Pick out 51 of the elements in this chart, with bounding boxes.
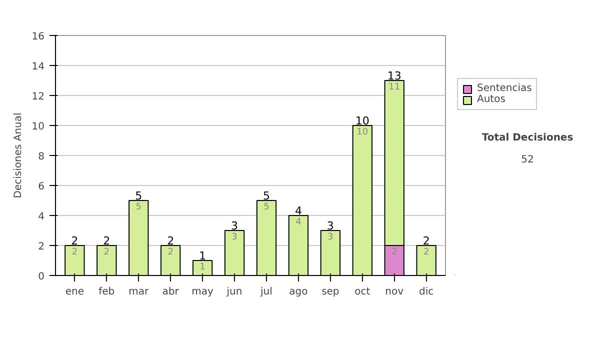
y-tick-label: 16 [32,32,45,42]
data-label: 2 [168,248,174,258]
x-tick-label: dic [419,286,434,298]
y-tick-label: 8 [38,152,45,162]
y-tick-label: 14 [32,62,45,72]
x-tick-label: sep [322,286,340,298]
legend-label: Autos [477,94,506,105]
data-label: 1 [200,262,206,272]
total-label: 5 [262,190,270,202]
x-tick-label: feb [98,286,115,298]
total-label: 2 [71,234,78,248]
y-axis-title: Decisiones Anual [12,112,24,198]
data-label: 4 [296,218,302,228]
x-tick-label: oct [354,286,370,298]
total-label: 2 [103,234,110,248]
data-label: 2 [104,248,110,258]
total-label: 2 [167,234,174,248]
x-tick-label: nov [385,286,404,298]
y-tick-label: 4 [38,212,45,222]
total-label: 3 [231,220,238,232]
y-tick-label: 0 [38,272,45,282]
x-tick-label: mar [128,286,150,298]
total-label: 10 [355,114,370,128]
y-tick-label: 6 [38,182,45,192]
total-label: 5 [135,190,142,202]
total-label: 3 [326,220,334,232]
data-label: 2 [391,248,398,258]
total-label: 13 [387,70,402,82]
x-tick-label: ago [289,286,308,298]
data-label: 10 [356,128,368,138]
y-tick-label: 2 [38,242,45,252]
y-tick-label: 10 [32,122,45,132]
total-label: 4 [294,204,302,218]
data-label: 5 [136,202,142,212]
data-label: 3 [232,232,238,242]
total-label: 2 [422,234,430,248]
x-tick-label: abr [162,286,180,298]
x-tick-label: jun [226,286,242,298]
text: 52 [521,154,534,166]
data-label: 3 [328,232,334,242]
data-label: 5 [264,202,270,212]
legend-label: Sentencias [477,83,532,94]
x-tick-label: ene [65,286,84,298]
x-tick-label: may [192,286,214,298]
total-label: 1 [199,250,206,262]
data-label: 2 [72,248,78,258]
data-label: 11 [388,82,400,92]
y-tick-label: 12 [32,92,45,102]
x-tick-label: jul [260,286,272,298]
text: Total Decisiones [482,132,574,144]
data-label: 2 [423,248,430,258]
